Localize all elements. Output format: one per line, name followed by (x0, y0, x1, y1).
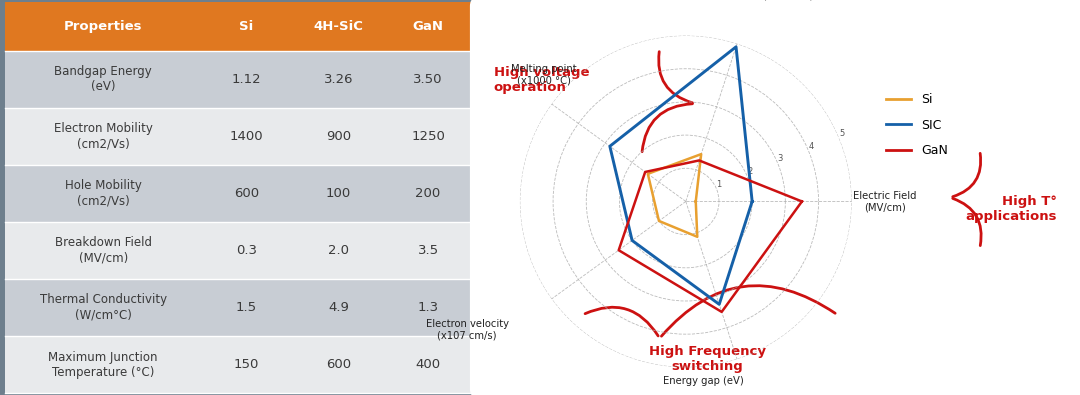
Text: 1.5: 1.5 (235, 301, 257, 314)
Text: High T°
applications: High T° applications (966, 195, 1057, 223)
Bar (201, 336, 292, 393)
Text: Energy gap (eV): Energy gap (eV) (663, 376, 744, 386)
Text: Bandgap Energy
(eV): Bandgap Energy (eV) (54, 65, 152, 93)
Bar (5, 165, 201, 222)
Text: Maximum Junction
Temperature (°C): Maximum Junction Temperature (°C) (49, 350, 158, 378)
Text: 1.3: 1.3 (418, 301, 438, 314)
Text: 600: 600 (234, 187, 259, 200)
Bar (384, 51, 471, 108)
Text: High voltage
operation: High voltage operation (494, 66, 589, 94)
Text: Thermal Conductivity
(W/cm°C): Thermal Conductivity (W/cm°C) (40, 293, 166, 322)
Text: 100: 100 (326, 187, 351, 200)
Bar (292, 222, 384, 279)
Bar (292, 2, 384, 51)
Bar (292, 165, 384, 222)
Text: 2.0: 2.0 (328, 244, 349, 257)
Text: 3.26: 3.26 (324, 73, 353, 86)
Text: 1400: 1400 (230, 130, 264, 143)
Bar (292, 279, 384, 336)
Text: 1250: 1250 (411, 130, 445, 143)
Text: 900: 900 (326, 130, 351, 143)
Text: Properties: Properties (64, 20, 143, 33)
Text: 400: 400 (416, 358, 441, 371)
Bar (201, 279, 292, 336)
Text: 3.5: 3.5 (418, 244, 438, 257)
Text: 600: 600 (326, 358, 351, 371)
Text: Electron velocity
(x107 cm/s): Electron velocity (x107 cm/s) (426, 320, 509, 341)
Bar (384, 222, 471, 279)
Text: Breakdown Field
(MV/cm): Breakdown Field (MV/cm) (55, 237, 151, 265)
Bar (201, 51, 292, 108)
Text: 150: 150 (233, 358, 259, 371)
Bar (292, 108, 384, 165)
Text: Hole Mobility
(cm2/Vs): Hole Mobility (cm2/Vs) (65, 179, 141, 207)
Bar (201, 165, 292, 222)
Bar (5, 222, 201, 279)
FancyBboxPatch shape (470, 0, 1080, 395)
Bar (201, 2, 292, 51)
Bar (384, 165, 471, 222)
Bar (201, 108, 292, 165)
Text: Melting point
(x1000 °C): Melting point (x1000 °C) (511, 64, 577, 85)
Bar (384, 108, 471, 165)
Bar (384, 336, 471, 393)
Bar (5, 51, 201, 108)
Text: High Frequency
switching: High Frequency switching (649, 346, 766, 374)
Text: Electron Mobility
(cm2/Vs): Electron Mobility (cm2/Vs) (54, 122, 152, 150)
Text: 200: 200 (416, 187, 441, 200)
Bar (5, 108, 201, 165)
Text: 3.50: 3.50 (414, 73, 443, 86)
Bar (384, 279, 471, 336)
Text: GaN: GaN (413, 20, 444, 33)
Text: 1.12: 1.12 (231, 73, 261, 86)
Text: 0.3: 0.3 (235, 244, 257, 257)
Bar (5, 336, 201, 393)
Bar (5, 2, 201, 51)
Bar (292, 51, 384, 108)
Text: 4.9: 4.9 (328, 301, 349, 314)
Legend: Si, SIC, GaN: Si, SIC, GaN (887, 93, 948, 157)
Text: Si: Si (240, 20, 254, 33)
Text: 4H-SiC: 4H-SiC (313, 20, 363, 33)
Bar (384, 2, 471, 51)
Bar (292, 336, 384, 393)
Bar (5, 279, 201, 336)
Bar (201, 222, 292, 279)
Text: Electric Field
(MV/cm): Electric Field (MV/cm) (853, 191, 917, 212)
